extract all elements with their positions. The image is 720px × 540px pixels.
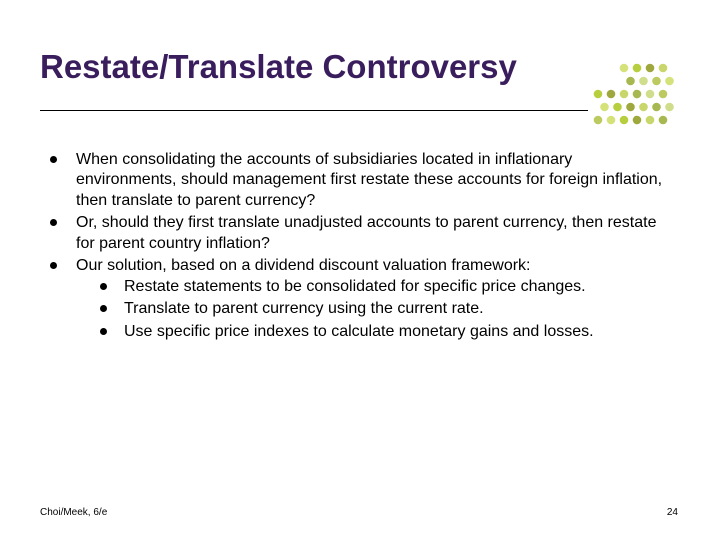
decorative-dots xyxy=(590,62,690,124)
bullet-list: When consolidating the accounts of subsi… xyxy=(48,150,668,342)
page-number: 24 xyxy=(667,507,678,518)
slide: Restate/Translate Controversy When conso… xyxy=(0,0,720,540)
bullet-item: Or, should they first translate unadjust… xyxy=(48,213,668,254)
bullet-text: When consolidating the accounts of subsi… xyxy=(76,151,662,209)
sub-bullet-item: Use specific price indexes to calculate … xyxy=(96,322,668,342)
bullet-text: Or, should they first translate unadjust… xyxy=(76,214,656,251)
sub-bullet-list: Restate statements to be consolidated fo… xyxy=(76,277,668,342)
slide-title: Restate/Translate Controversy xyxy=(40,48,517,86)
sub-bullet-item: Restate statements to be consolidated fo… xyxy=(96,277,668,297)
sub-bullet-item: Translate to parent currency using the c… xyxy=(96,299,668,319)
slide-body: When consolidating the accounts of subsi… xyxy=(48,150,668,344)
bullet-item: Our solution, based on a dividend discou… xyxy=(48,256,668,342)
bullet-text: Our solution, based on a dividend discou… xyxy=(76,257,530,274)
footer-source: Choi/Meek, 6/e xyxy=(40,507,107,518)
bullet-item: When consolidating the accounts of subsi… xyxy=(48,150,668,211)
title-underline xyxy=(40,110,588,111)
